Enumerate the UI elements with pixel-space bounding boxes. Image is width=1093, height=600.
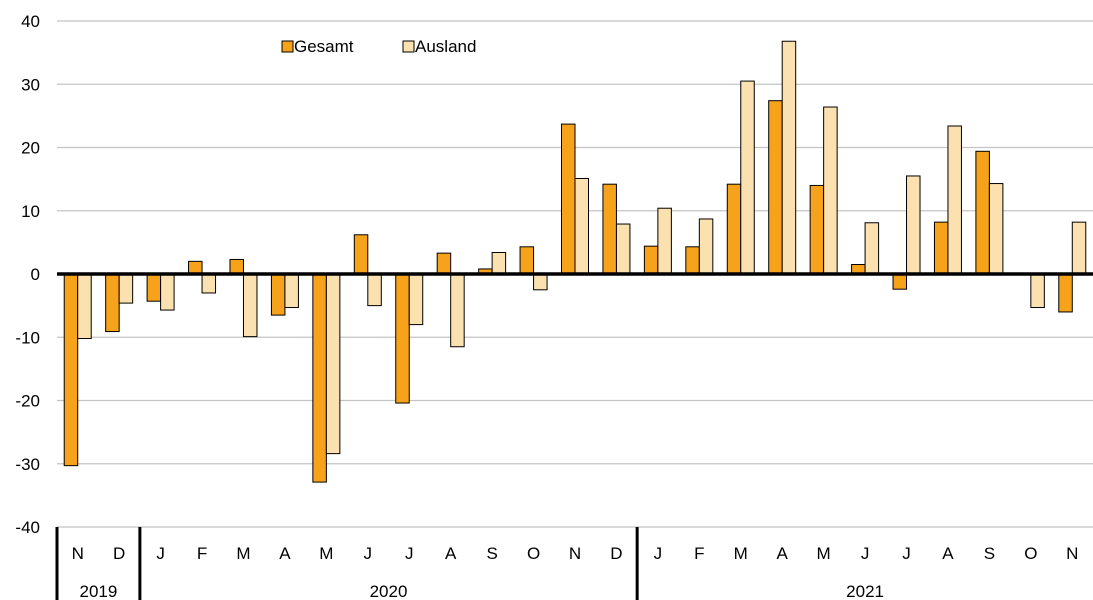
bar-gesamt-0 xyxy=(63,273,79,467)
x-tick-label: O xyxy=(1024,544,1037,563)
bar-ausland-17 xyxy=(781,40,797,275)
y-tick-label: -40 xyxy=(15,518,40,537)
bar-ausland-13 xyxy=(615,223,631,275)
bar-gesamt-5 xyxy=(270,273,286,316)
x-tick-label: J xyxy=(364,544,373,563)
bar-ausland-23 xyxy=(1030,273,1045,309)
x-tick-label: J xyxy=(405,544,414,563)
bar-ausland-22 xyxy=(988,183,1004,275)
bar-gesamt-2 xyxy=(146,273,162,302)
bar-gesamt-7 xyxy=(353,234,369,275)
y-tick-label: 0 xyxy=(31,265,40,284)
y-tick-label: -30 xyxy=(15,455,40,474)
bars xyxy=(63,40,1087,483)
bar-ausland-5 xyxy=(284,273,299,309)
y-tick-label: -20 xyxy=(15,392,40,411)
y-tick-label: 40 xyxy=(21,12,40,31)
x-tick-label: A xyxy=(279,544,291,563)
bar-ausland-15 xyxy=(698,218,714,275)
bar-ausland-20 xyxy=(906,175,921,275)
bar-ausland-19 xyxy=(864,222,880,275)
bar-ausland-12 xyxy=(574,177,589,275)
x-tick-label: A xyxy=(777,544,789,563)
x-tick-label: S xyxy=(984,544,995,563)
x-tick-label: N xyxy=(569,544,581,563)
bar-gesamt-17 xyxy=(768,100,783,275)
bar-ausland-21 xyxy=(947,125,962,275)
x-tick-label: D xyxy=(610,544,622,563)
bar-gesamt-3 xyxy=(188,260,203,275)
bar-gesamt-12 xyxy=(561,123,576,275)
year-label: 2021 xyxy=(846,582,884,600)
x-tick-label: N xyxy=(1066,544,1078,563)
y-tick-label: 30 xyxy=(21,75,40,94)
bar-ausland-2 xyxy=(160,273,175,311)
x-tick-label: M xyxy=(319,544,333,563)
bar-gesamt-18 xyxy=(809,184,825,275)
bar-ausland-16 xyxy=(740,80,755,275)
bar-ausland-14 xyxy=(657,207,672,275)
bar-ausland-1 xyxy=(118,273,134,304)
bar-gesamt-11 xyxy=(519,246,535,275)
year-label: 2020 xyxy=(370,582,408,600)
bar-ausland-4 xyxy=(242,273,258,338)
y-tick-label: -10 xyxy=(15,328,40,347)
bar-gesamt-1 xyxy=(105,273,120,333)
x-tick-label: N xyxy=(72,544,84,563)
x-tick-label: J xyxy=(156,544,165,563)
x-tick-label: A xyxy=(942,544,954,563)
legend-swatch-gesamt xyxy=(281,40,294,53)
bar-gesamt-22 xyxy=(975,150,990,275)
x-axis: N D J F M A M J J A S O N D J F M A M J J A S O N 2019 2020 2021 xyxy=(55,527,1078,600)
bar-ausland-24 xyxy=(1071,221,1087,275)
bar-gesamt-9 xyxy=(436,252,452,275)
y-axis-labels: 40 30 20 10 0 -10 -20 -30 -40 xyxy=(15,12,40,537)
x-tick-label: M xyxy=(817,544,831,563)
x-tick-label: F xyxy=(197,544,207,563)
bar-ausland-9 xyxy=(450,273,465,348)
bar-ausland-6 xyxy=(325,273,341,455)
bar-gesamt-8 xyxy=(395,273,410,404)
bar-gesamt-6 xyxy=(312,273,327,483)
x-tick-label: S xyxy=(486,544,497,563)
x-tick-label: D xyxy=(113,544,125,563)
legend-label-ausland: Ausland xyxy=(415,37,476,56)
bar-gesamt-15 xyxy=(685,246,700,275)
bar-ausland-18 xyxy=(823,106,838,275)
x-tick-label: J xyxy=(902,544,911,563)
x-tick-label: M xyxy=(734,544,748,563)
bar-ausland-7 xyxy=(367,273,382,307)
bar-gesamt-21 xyxy=(933,221,949,275)
legend: Gesamt Ausland xyxy=(281,37,476,56)
bar-gesamt-16 xyxy=(726,183,742,275)
x-tick-label: O xyxy=(527,544,540,563)
bar-ausland-11 xyxy=(533,273,548,291)
bar-gesamt-4 xyxy=(229,258,244,275)
bar-gesamt-24 xyxy=(1058,273,1073,313)
x-tick-label: F xyxy=(694,544,704,563)
y-tick-label: 20 xyxy=(21,139,40,158)
bar-gesamt-14 xyxy=(643,245,659,275)
legend-swatch-ausland xyxy=(402,40,415,53)
x-tick-label: J xyxy=(654,544,663,563)
legend-label-gesamt: Gesamt xyxy=(294,37,354,56)
bar-gesamt-20 xyxy=(892,273,908,290)
y-tick-label: 10 xyxy=(21,202,40,221)
x-tick-label: M xyxy=(236,544,250,563)
bar-ausland-10 xyxy=(491,251,507,275)
x-tick-label: A xyxy=(445,544,457,563)
year-label: 2019 xyxy=(80,582,118,600)
bar-ausland-3 xyxy=(201,273,217,294)
bar-gesamt-13 xyxy=(602,183,617,275)
bar-ausland-8 xyxy=(408,273,424,326)
bar-ausland-0 xyxy=(77,273,92,340)
x-tick-label: J xyxy=(861,544,870,563)
